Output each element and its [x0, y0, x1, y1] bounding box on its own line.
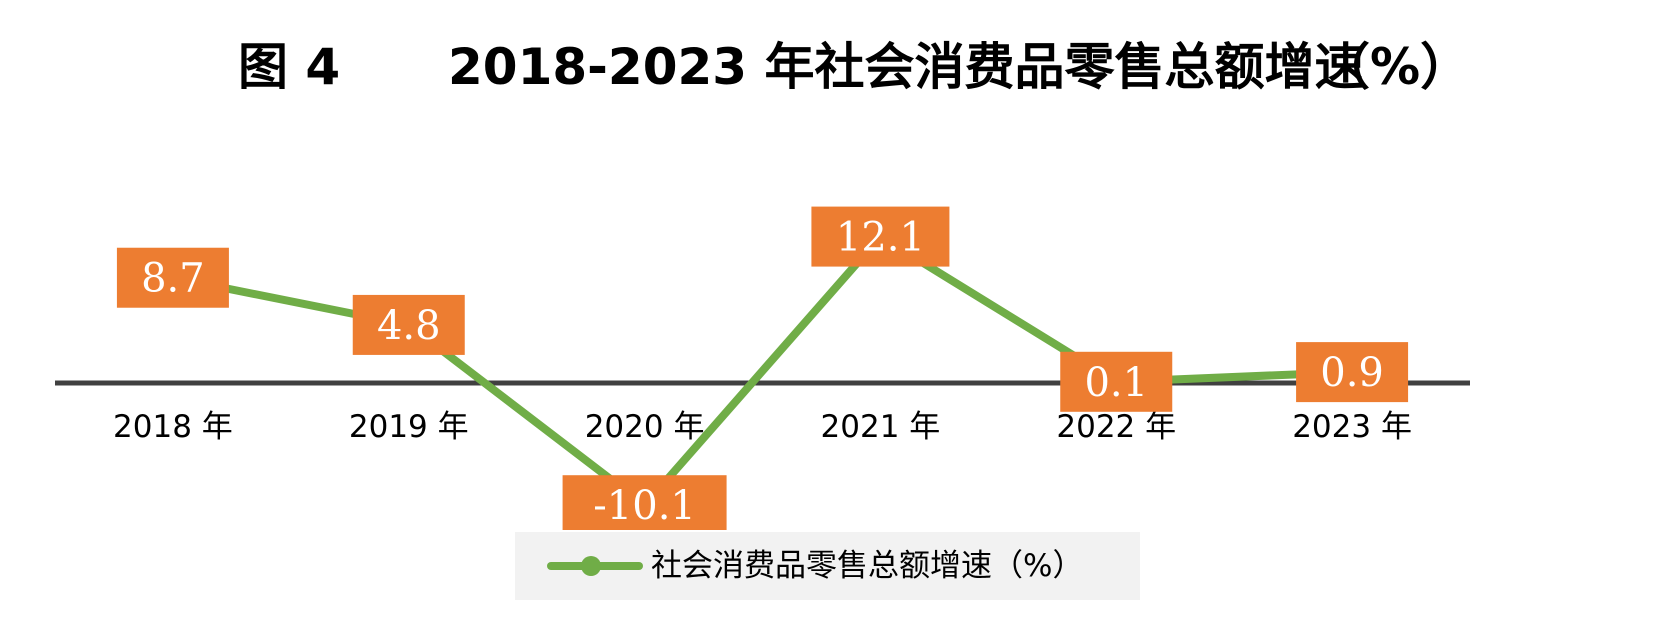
title-text: 2018-2023 年社会消费品零售总额增速 — [448, 38, 1365, 96]
data-label-box — [116, 247, 229, 308]
data-label-text: -10.1 — [593, 483, 696, 529]
x-tick-label: 2018 年 — [113, 409, 233, 445]
data-label-box — [562, 475, 727, 530]
data-label: 0.1 — [1060, 351, 1173, 412]
data-label: 4.8 — [352, 294, 465, 355]
figure-label: 图 4 — [238, 38, 341, 96]
legend: 社会消费品零售总额增速（%） — [515, 532, 1140, 600]
x-tick-label: 2023 年 — [1292, 409, 1412, 445]
legend-dot-marker — [581, 556, 601, 576]
data-label: 8.7 — [116, 247, 229, 308]
x-tick-label: 2019 年 — [349, 409, 469, 445]
data-label-box — [1296, 342, 1409, 403]
legend-label: 社会消费品零售总额增速（%） — [651, 548, 1084, 584]
series-line — [168, 232, 1357, 510]
data-label-box — [811, 206, 950, 267]
data-label-box — [352, 294, 465, 355]
chart-title: 图 4 2018-2023 年社会消费品零售总额增速 （%） — [0, 22, 1662, 112]
data-label: 12.1 — [811, 206, 950, 267]
data-label-text: 0.9 — [1320, 350, 1384, 396]
data-label-text: 8.7 — [141, 256, 205, 302]
x-tick-label: 2020 年 — [585, 409, 705, 445]
x-tick-label: 2021 年 — [821, 409, 941, 445]
data-label-text: 0.1 — [1084, 360, 1148, 406]
x-tick-label: 2022 年 — [1056, 409, 1176, 445]
data-label: 0.9 — [1296, 342, 1409, 403]
data-label-box — [1060, 351, 1173, 412]
data-label: -10.1 — [562, 475, 727, 530]
data-label-text: 4.8 — [377, 303, 441, 349]
data-label-text: 12.1 — [836, 215, 925, 261]
line-chart: 2018 年 2019 年 2020 年 2021 年 2022 年 2023 年 8.7 4… — [55, 206, 1470, 530]
title-unit: （%） — [1320, 38, 1471, 96]
